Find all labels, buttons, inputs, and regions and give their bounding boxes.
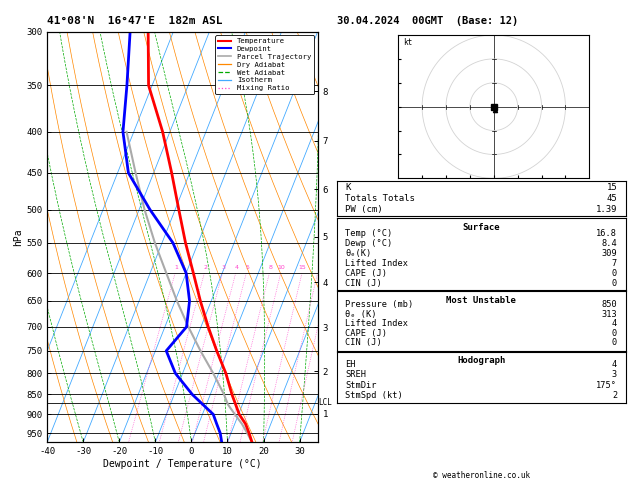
Text: Dewp (°C): Dewp (°C): [345, 239, 392, 248]
Text: 0: 0: [612, 278, 617, 288]
Text: CIN (J): CIN (J): [345, 338, 382, 347]
Text: 850: 850: [601, 300, 617, 310]
Text: 313: 313: [601, 310, 617, 319]
Y-axis label: km
ASL: km ASL: [337, 218, 352, 237]
Text: 3: 3: [612, 370, 617, 379]
Text: Hodograph: Hodograph: [457, 356, 505, 365]
Text: StmSpd (kt): StmSpd (kt): [345, 391, 403, 400]
Text: 8.4: 8.4: [601, 239, 617, 248]
Text: 309: 309: [601, 249, 617, 258]
Text: 8: 8: [268, 265, 272, 270]
Text: CAPE (J): CAPE (J): [345, 329, 387, 338]
Text: Temp (°C): Temp (°C): [345, 229, 392, 238]
Text: Surface: Surface: [462, 224, 500, 232]
Text: 2: 2: [203, 265, 207, 270]
Text: Totals Totals: Totals Totals: [345, 194, 415, 203]
Text: 4: 4: [612, 319, 617, 328]
Text: 15: 15: [606, 183, 617, 191]
Text: 1: 1: [174, 265, 178, 270]
Text: 3: 3: [221, 265, 225, 270]
Legend: Temperature, Dewpoint, Parcel Trajectory, Dry Adiabat, Wet Adiabat, Isotherm, Mi: Temperature, Dewpoint, Parcel Trajectory…: [215, 35, 314, 94]
Text: CIN (J): CIN (J): [345, 278, 382, 288]
Text: 45: 45: [606, 194, 617, 203]
Text: EH: EH: [345, 360, 355, 368]
Text: 2: 2: [612, 391, 617, 400]
Text: 7: 7: [612, 259, 617, 268]
Text: 0: 0: [612, 269, 617, 278]
Text: 15: 15: [299, 265, 306, 270]
Text: 1.39: 1.39: [596, 206, 617, 214]
Text: StmDir: StmDir: [345, 381, 377, 389]
Text: PW (cm): PW (cm): [345, 206, 383, 214]
Text: Lifted Index: Lifted Index: [345, 259, 408, 268]
Text: kt: kt: [403, 37, 412, 47]
Text: 16.8: 16.8: [596, 229, 617, 238]
Text: θₑ (K): θₑ (K): [345, 310, 377, 319]
Text: K: K: [345, 183, 350, 191]
X-axis label: Dewpoint / Temperature (°C): Dewpoint / Temperature (°C): [103, 459, 262, 469]
Text: Most Unstable: Most Unstable: [446, 296, 516, 305]
Text: 41°08'N  16°47'E  182m ASL: 41°08'N 16°47'E 182m ASL: [47, 16, 223, 26]
Text: SREH: SREH: [345, 370, 366, 379]
Text: © weatheronline.co.uk: © weatheronline.co.uk: [433, 471, 530, 480]
Text: 0: 0: [612, 329, 617, 338]
Text: 0: 0: [612, 338, 617, 347]
Text: Lifted Index: Lifted Index: [345, 319, 408, 328]
Text: Pressure (mb): Pressure (mb): [345, 300, 413, 310]
Text: 175°: 175°: [596, 381, 617, 389]
Text: 4: 4: [612, 360, 617, 368]
Y-axis label: hPa: hPa: [13, 228, 23, 246]
Text: 30.04.2024  00GMT  (Base: 12): 30.04.2024 00GMT (Base: 12): [337, 16, 518, 26]
Text: CAPE (J): CAPE (J): [345, 269, 387, 278]
Text: 10: 10: [277, 265, 286, 270]
Text: LCL: LCL: [319, 398, 333, 407]
Text: 4: 4: [235, 265, 238, 270]
Text: 5: 5: [245, 265, 249, 270]
Text: θₑ(K): θₑ(K): [345, 249, 372, 258]
